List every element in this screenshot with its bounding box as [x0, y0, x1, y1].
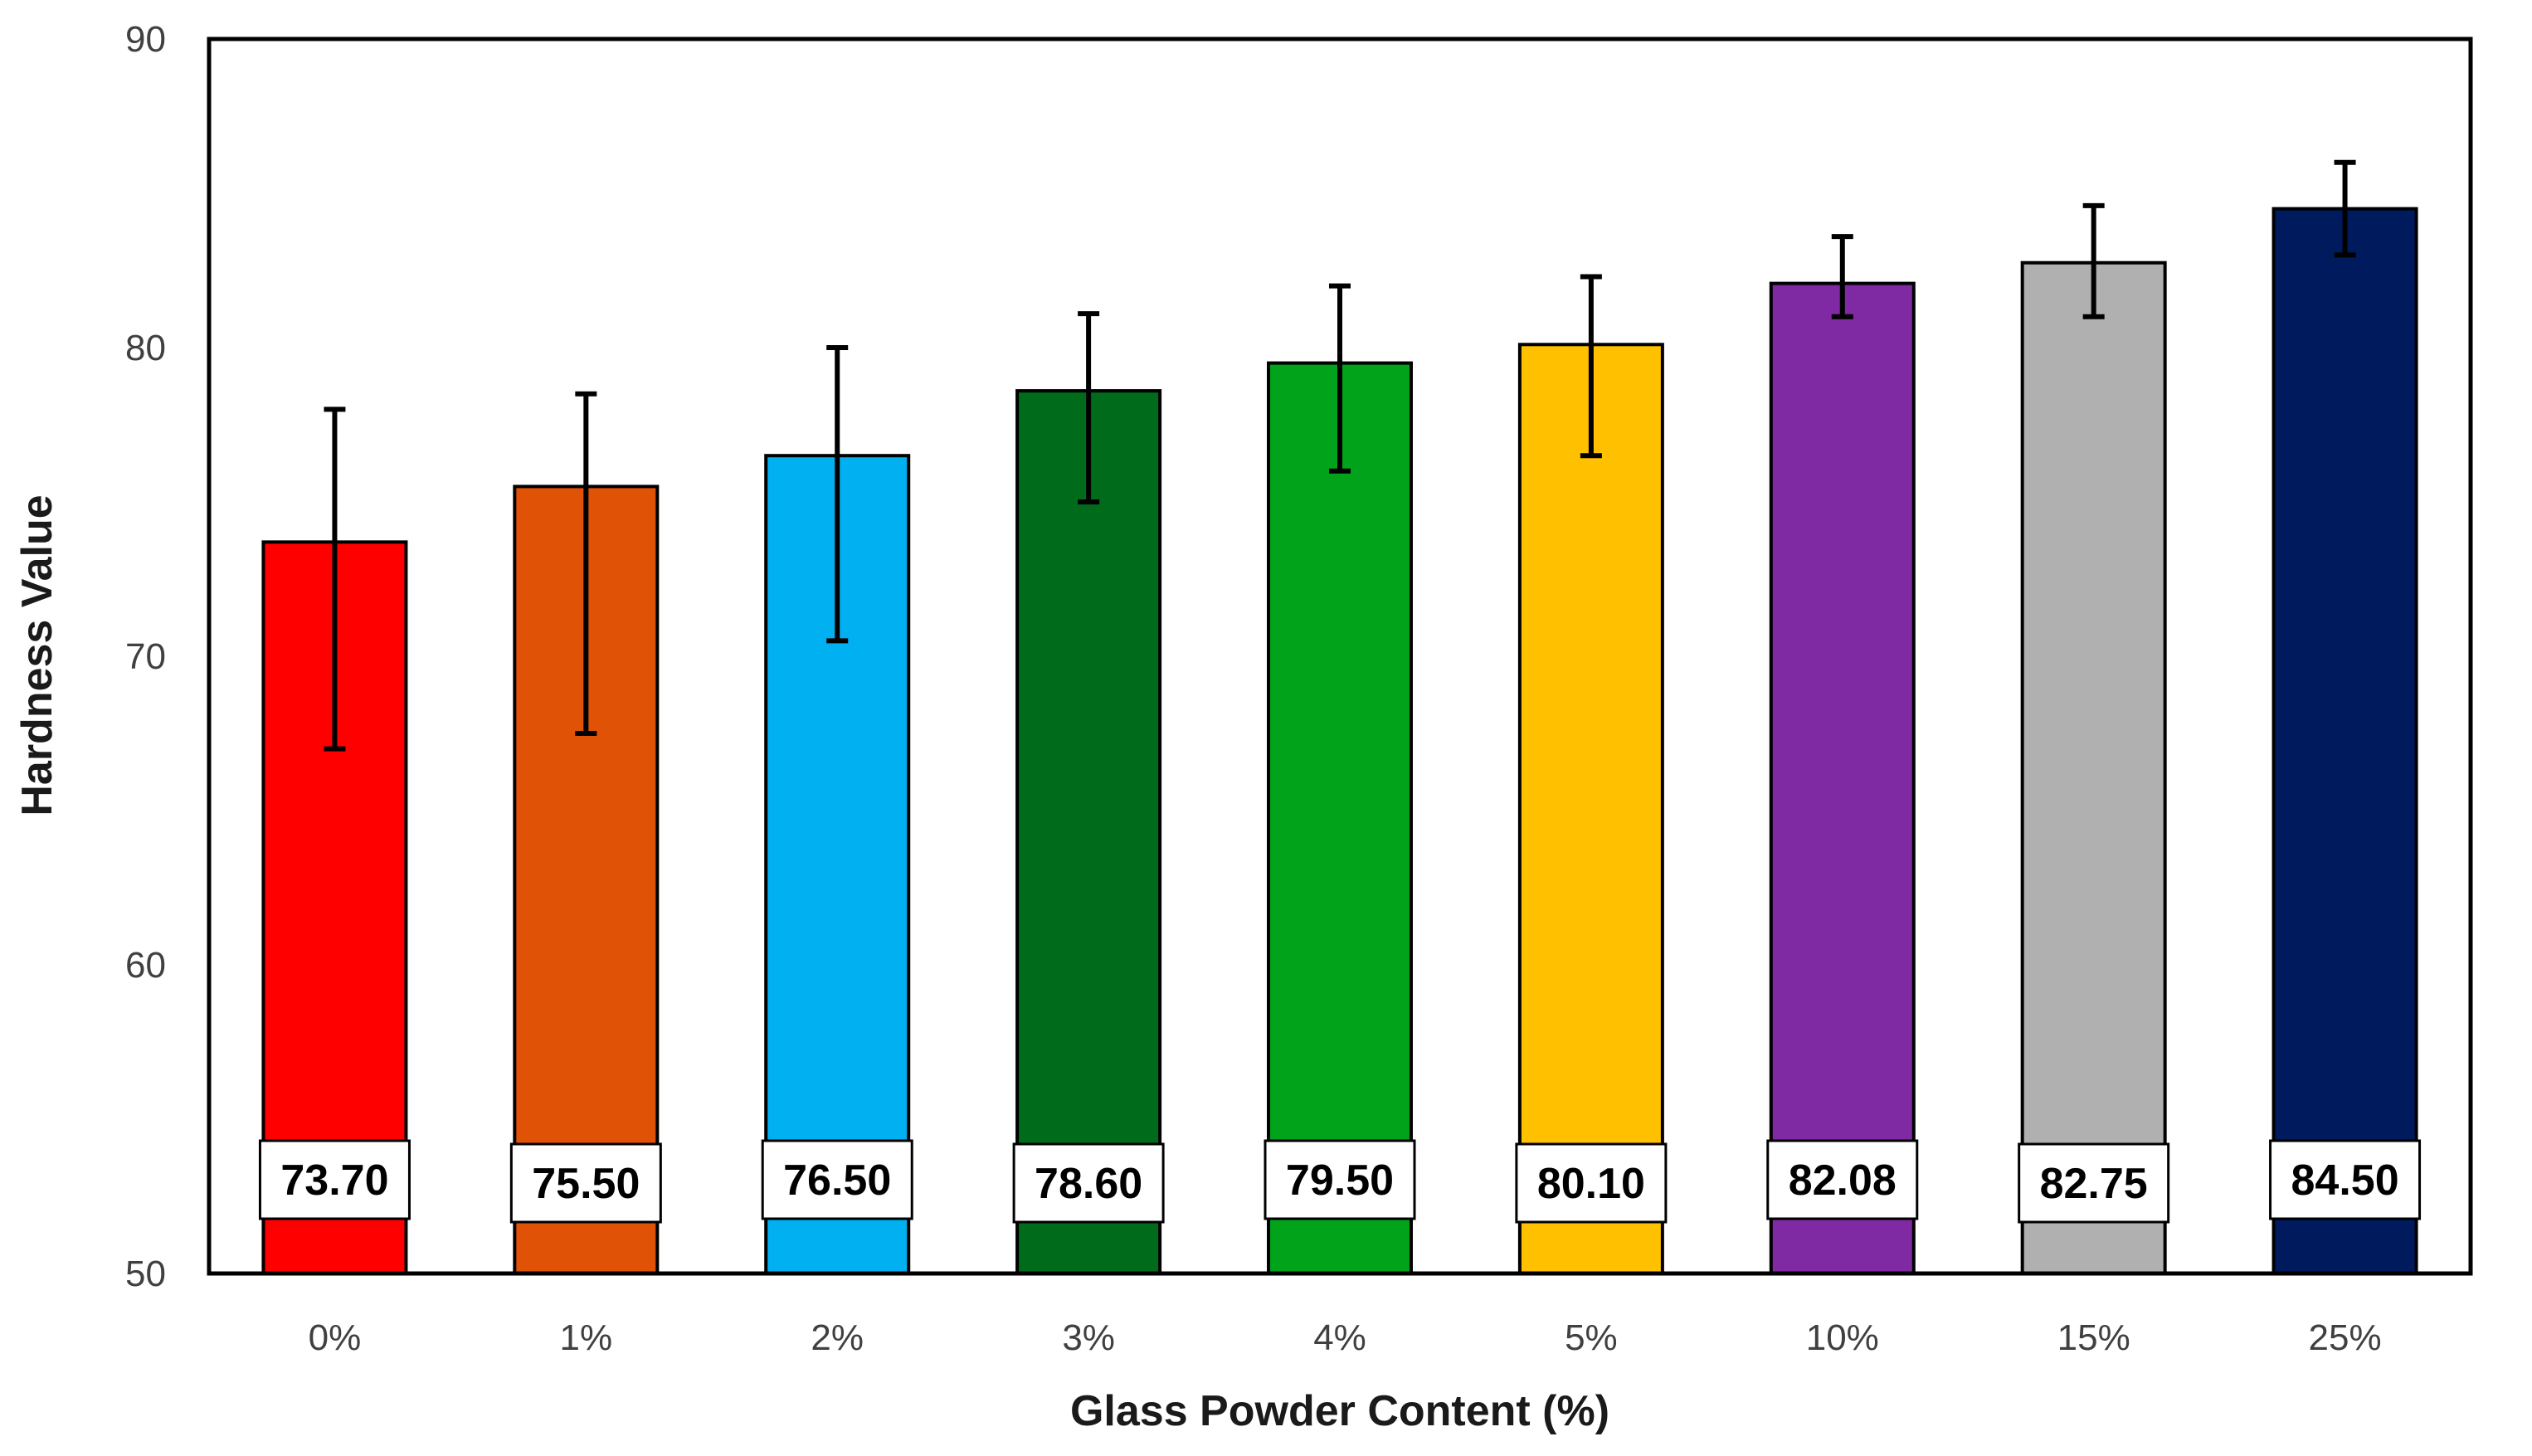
data-label-text: 79.50: [1286, 1157, 1394, 1205]
error-bar: [324, 407, 346, 752]
x-tick-label: 4%: [1313, 1317, 1366, 1358]
data-label: 82.08: [1766, 1139, 1919, 1220]
data-label-box: [1264, 1139, 1416, 1220]
error-bar: [1831, 234, 1853, 319]
bar-15pct: [2020, 261, 2167, 1276]
data-label: 79.50: [1264, 1139, 1416, 1220]
data-label-box: [1012, 1142, 1165, 1224]
error-bar: [826, 345, 849, 644]
data-label-text: 73.70: [280, 1157, 388, 1205]
data-label: 76.50: [761, 1139, 913, 1220]
bar-5pct: [1517, 343, 1664, 1275]
bar-3pct: [1015, 389, 1162, 1276]
data-label-text: 82.08: [1789, 1157, 1897, 1205]
data-label-box: [2269, 1139, 2422, 1220]
bar-10pct: [1769, 281, 1916, 1275]
data-label-box: [1766, 1139, 1919, 1220]
data-label-text: 80.10: [1537, 1160, 1645, 1208]
data-label: 80.10: [1515, 1142, 1668, 1224]
x-tick-label: 10%: [1806, 1317, 1879, 1358]
y-axis-title: Hardness Value: [13, 494, 61, 816]
x-tick-label: 1%: [560, 1317, 613, 1358]
x-tick-label: 5%: [1565, 1317, 1618, 1358]
error-bar: [1580, 274, 1602, 459]
data-label-box: [258, 1139, 411, 1220]
data-label: 82.75: [2018, 1142, 2170, 1224]
x-axis-title: Glass Powder Content (%): [1070, 1387, 1609, 1435]
error-bar: [1329, 283, 1351, 474]
data-label-box: [2018, 1142, 2170, 1224]
bar-4pct: [1267, 361, 1413, 1276]
error-bars-layer: [324, 159, 2356, 752]
y-tick-label: 80: [125, 328, 166, 368]
x-tick-label: 3%: [1062, 1317, 1115, 1358]
data-label-box: [509, 1142, 662, 1224]
data-label-text: 75.50: [532, 1160, 640, 1208]
data-label: 73.70: [258, 1139, 411, 1220]
x-tick-label: 0%: [309, 1317, 362, 1358]
data-label-box: [761, 1139, 913, 1220]
y-axis-ticks: 50 60 70 80 90: [125, 19, 166, 1294]
x-tick-label: 2%: [811, 1317, 864, 1358]
data-label-text: 76.50: [783, 1157, 891, 1205]
y-tick-label: 70: [125, 636, 166, 677]
y-tick-label: 60: [125, 945, 166, 986]
data-label: 84.50: [2269, 1139, 2422, 1220]
y-tick-label: 50: [125, 1254, 166, 1294]
data-label-box: [1515, 1142, 1668, 1224]
error-bar: [2082, 202, 2105, 319]
x-tick-label: 15%: [2057, 1317, 2130, 1358]
data-label: 78.60: [1012, 1142, 1165, 1224]
x-axis-ticks: 0% 1% 2% 3% 4% 5% 10% 15% 25%: [309, 1317, 2382, 1358]
data-labels-layer: 73.70 75.50 76.50 78.60 79.50 80.10 82.08 82.75…: [258, 1139, 2422, 1224]
x-tick-label: 25%: [2309, 1317, 2382, 1358]
data-label-text: 84.50: [2291, 1157, 2398, 1205]
error-bar: [575, 391, 597, 736]
data-label-text: 82.75: [2040, 1160, 2148, 1208]
error-bar: [2334, 159, 2356, 258]
y-tick-label: 90: [125, 19, 166, 60]
plot-border: [207, 37, 2473, 1276]
bar-25pct: [2271, 207, 2418, 1276]
error-bar: [1078, 311, 1100, 504]
data-label: 75.50: [509, 1142, 662, 1224]
data-label-text: 78.60: [1035, 1160, 1142, 1208]
bars-layer: [261, 207, 2418, 1276]
